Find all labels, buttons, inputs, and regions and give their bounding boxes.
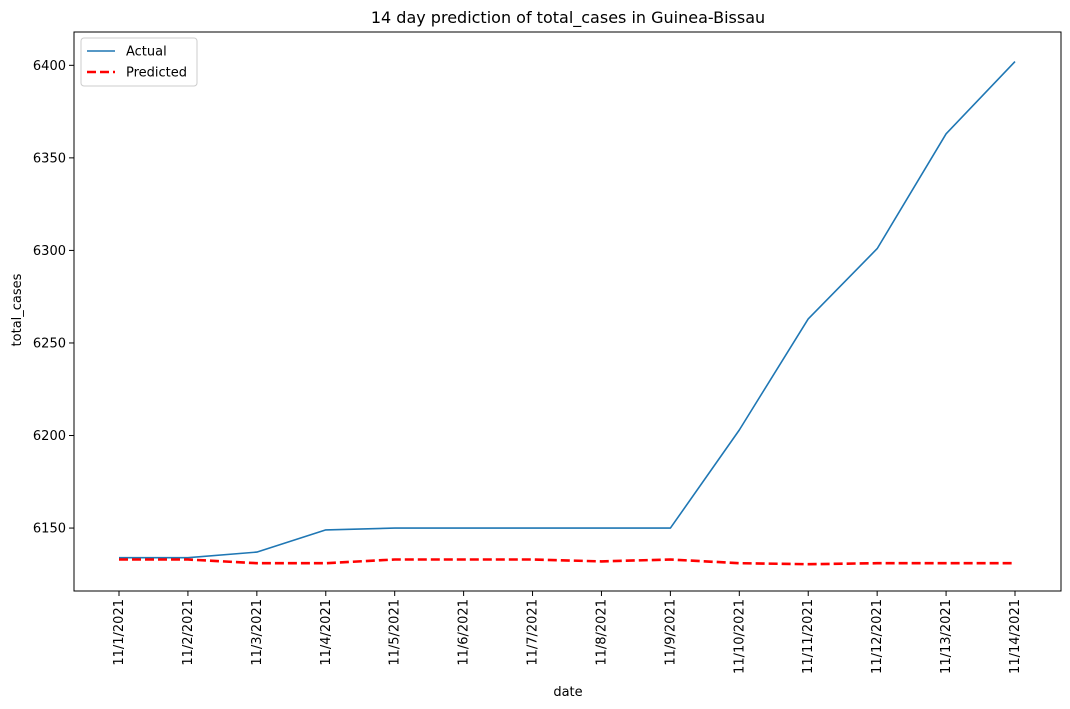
x-tick-label: 11/14/2021 [1008, 599, 1023, 674]
y-tick-label: 6150 [33, 522, 66, 537]
x-tick-label: 11/4/2021 [319, 599, 334, 666]
y-axis-label: total_cases [10, 273, 25, 346]
legend-box [80, 37, 198, 87]
y-axis: 6150 6200 6250 6300 6350 6400 [33, 59, 74, 537]
series-line-actual [119, 61, 1016, 559]
x-axis-label: date [553, 685, 582, 700]
x-axis: 11/1/2021 11/2/2021 11/3/2021 11/4/2021 11/5… [112, 591, 1023, 674]
x-tick-label: 11/12/2021 [870, 599, 885, 674]
x-tick-label: 11/13/2021 [939, 599, 954, 674]
x-tick-label: 11/1/2021 [112, 599, 127, 666]
x-tick-label: 11/3/2021 [250, 599, 265, 666]
y-tick-label: 6300 [33, 244, 66, 259]
x-tick-label: 11/7/2021 [526, 599, 541, 666]
plot-frame [73, 31, 1062, 592]
x-tick-label: 11/8/2021 [594, 599, 609, 666]
legend-label-actual: Actual [126, 45, 167, 60]
y-tick-label: 6200 [33, 429, 66, 444]
y-tick-label: 6250 [33, 336, 66, 351]
y-tick-label: 6350 [33, 151, 66, 166]
plot-area [73, 31, 1062, 592]
x-tick-label: 11/2/2021 [181, 599, 196, 666]
chart-title: 14 day prediction of total_cases in Guin… [371, 8, 765, 28]
series-line-predicted [119, 558, 1015, 566]
x-tick-label: 11/10/2021 [732, 599, 747, 674]
x-tick-label: 11/5/2021 [388, 599, 403, 666]
x-tick-label: 11/9/2021 [663, 599, 678, 666]
y-tick-label: 6400 [33, 59, 66, 74]
legend-label-predicted: Predicted [126, 66, 187, 81]
legend: Actual Predicted [80, 37, 198, 87]
x-tick-label: 11/11/2021 [801, 599, 816, 674]
x-tick-label: 11/6/2021 [457, 599, 472, 666]
